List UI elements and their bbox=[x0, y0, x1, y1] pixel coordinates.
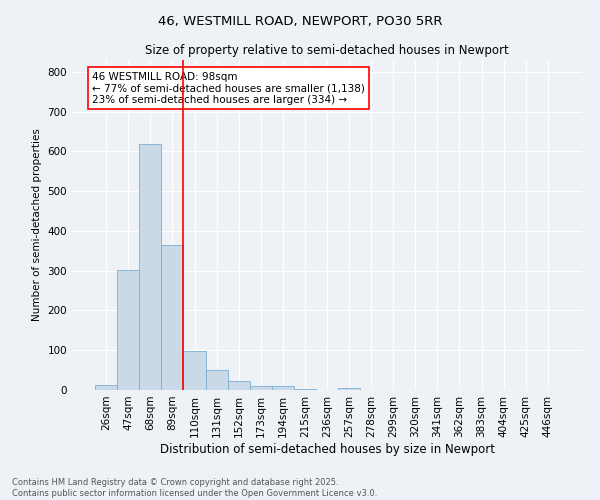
Bar bbox=[338, 388, 360, 390]
Bar bbox=[161, 245, 184, 390]
Bar bbox=[227, 381, 250, 390]
Bar bbox=[250, 386, 272, 390]
Bar bbox=[206, 370, 227, 390]
Bar bbox=[95, 385, 117, 390]
Text: Contains HM Land Registry data © Crown copyright and database right 2025.
Contai: Contains HM Land Registry data © Crown c… bbox=[12, 478, 377, 498]
Y-axis label: Number of semi-detached properties: Number of semi-detached properties bbox=[32, 128, 42, 322]
Title: Size of property relative to semi-detached houses in Newport: Size of property relative to semi-detach… bbox=[145, 44, 509, 58]
Bar bbox=[272, 386, 294, 390]
X-axis label: Distribution of semi-detached houses by size in Newport: Distribution of semi-detached houses by … bbox=[160, 442, 494, 456]
Text: 46 WESTMILL ROAD: 98sqm
← 77% of semi-detached houses are smaller (1,138)
23% of: 46 WESTMILL ROAD: 98sqm ← 77% of semi-de… bbox=[92, 72, 365, 105]
Bar bbox=[184, 351, 206, 390]
Bar bbox=[139, 144, 161, 390]
Bar bbox=[117, 270, 139, 390]
Bar bbox=[294, 389, 316, 390]
Text: 46, WESTMILL ROAD, NEWPORT, PO30 5RR: 46, WESTMILL ROAD, NEWPORT, PO30 5RR bbox=[158, 15, 442, 28]
